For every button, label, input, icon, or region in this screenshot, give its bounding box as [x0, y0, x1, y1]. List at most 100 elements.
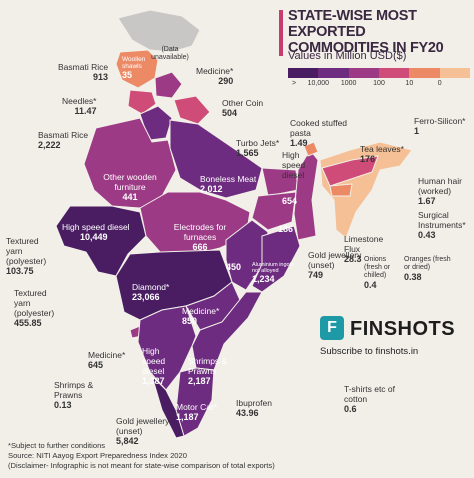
label-od-value: 1,234 [252, 274, 275, 284]
label-mh: Diamond* 23,066 [132, 282, 169, 302]
label-mz-value: 0.38 [404, 272, 422, 282]
label-hr: Basmati Rice 2,222 [38, 130, 88, 150]
color-legend: >10,000 1000 100 10 0 [288, 68, 470, 92]
label-kl-name: Gold jewellery (unset) [116, 416, 170, 436]
label-mh-name: Diamond* [132, 282, 170, 292]
label-goa: Medicine* 645 [88, 350, 125, 370]
label-ld-value: 0.13 [54, 400, 72, 410]
footnote-2: Source: NITI Aayog Export Preparedness I… [8, 451, 187, 460]
label-ar: Ferro-Silicon* 1 [414, 116, 466, 136]
label-ar-value: 1 [414, 126, 420, 136]
label-rj: Other wooden furniture 441 [98, 172, 162, 202]
label-tg-value: 850 [182, 316, 198, 326]
label-chd: Needles* 11.47 [62, 96, 97, 116]
label-rj-name: Other wooden furniture [103, 172, 157, 192]
legend-swatch [439, 68, 470, 78]
footnotes: *Subject to further conditions Source: N… [8, 441, 275, 471]
label-mp-value: 666 [192, 242, 208, 252]
region-meghalaya [329, 183, 353, 197]
label-ld-name: Shrimps & Prawns [54, 380, 94, 400]
label-hp-value: 290 [218, 76, 234, 86]
label-ap: Shrimps & Prawns 2,187 [188, 356, 230, 386]
label-ar-name: Ferro-Silicon* [414, 116, 466, 126]
region-kerala [151, 375, 185, 439]
legend-swatch [318, 68, 349, 78]
label-nl-value: 1.67 [418, 196, 436, 206]
region-chhattisgarh [225, 219, 269, 291]
region-jammu-kashmir [115, 49, 159, 89]
label-dl-name: Turbo Jets* [236, 138, 280, 148]
region-uttarakhand [173, 95, 211, 125]
legend-tick-label: 100 [373, 80, 385, 87]
region-karnataka [137, 305, 197, 391]
label-br-value: 186 [278, 224, 294, 234]
label-up-value: 2,012 [200, 184, 223, 194]
label-mp: Electrodes for furnaces 666 [168, 222, 232, 252]
label-tr-value: 0.4 [364, 280, 377, 290]
label-wb-value: 654 [282, 196, 298, 206]
label-gj-name: High speed diesel [62, 222, 130, 232]
label-tn: Motor Car* 1,187 [176, 402, 217, 422]
label-hr-value: 2,222 [38, 140, 61, 150]
legend-tick-label: 10 [405, 80, 414, 87]
label-dnh-value: 103.75 [6, 266, 34, 276]
label-wb-name: High speed diesel [282, 150, 306, 180]
label-ka-value: 1,387 [142, 376, 165, 386]
title-line-1: STATE-WISE MOST EXPORTED [288, 8, 417, 40]
ladakh-note: (Data unavailable) [151, 46, 189, 61]
legend-tick-label: 0 [437, 80, 442, 87]
region-andhra [191, 291, 263, 371]
brand-name: FINSHOTS [350, 318, 456, 340]
label-tg: Medicine* 850 [182, 306, 219, 326]
brand-tagline[interactable]: Subscribe to finshots.in [320, 346, 419, 357]
label-mn-name: Surgical Instruments* [418, 210, 466, 230]
label-goa-value: 645 [88, 360, 104, 370]
label-py: Ibuprofen 43.96 [236, 398, 272, 418]
region-jharkhand [251, 191, 297, 231]
label-as: Tea leaves* 176 [360, 144, 404, 164]
label-jk: Woollen shawls 35 [122, 56, 156, 80]
label-py-value: 43.96 [236, 408, 259, 418]
label-tn-name: Motor Car* [176, 402, 218, 412]
label-gj: High speed diesel 10,449 [62, 222, 130, 242]
footnote-3: (Disclaimer- Infographic is not meant fo… [8, 461, 275, 470]
label-dd-value: 455.85 [14, 318, 42, 328]
finshots-logo-icon: F [320, 316, 344, 340]
label-ml-value: 28.3 [344, 254, 362, 264]
label-ld: Shrimps & Prawns 0.13 [54, 380, 94, 410]
label-an: T-shirts etc of cotton 0.6 [344, 384, 396, 414]
label-tn-value: 1,187 [176, 412, 199, 422]
legend-tick-label: 10,000 [307, 80, 330, 87]
label-mp-name: Electrodes for furnaces [173, 222, 227, 242]
label-ut-value: 504 [222, 108, 238, 118]
legend-swatch [409, 68, 440, 78]
legend-swatch [288, 68, 319, 78]
label-gj-value: 10,449 [80, 232, 108, 242]
label-hr-name: Basmati Rice [38, 130, 89, 140]
label-nl: Human hair (worked) 1.67 [418, 176, 468, 206]
label-kl: Gold jewellery (unset) 5,842 [116, 416, 176, 446]
region-himachal [154, 71, 183, 99]
label-hp-name: Medicine* [196, 66, 234, 76]
label-jk-name: Woollen shawls [122, 56, 146, 70]
region-ladakh [117, 9, 201, 53]
label-dl-value: 1,565 [236, 148, 259, 158]
title-line-2: COMMODITIES IN FY20 [288, 40, 444, 56]
label-dnh-name: Textured yarn (polyester) [6, 236, 47, 266]
label-ka-name: High speed diesel [142, 346, 166, 376]
label-ap-name: Shrimps & Prawns [188, 356, 228, 376]
label-pb-name: Basmati Rice [58, 62, 109, 72]
label-wb: High speed diesel 654 [282, 150, 318, 206]
label-rj-value: 441 [122, 192, 138, 202]
label-dd: Textured yarn (polyester) 455.85 [14, 288, 64, 328]
label-jk-value: 35 [122, 70, 133, 80]
label-chd-name: Needles* [62, 96, 97, 106]
label-pb-value: 913 [93, 72, 109, 82]
legend-swatch [348, 68, 379, 78]
label-dd-name: Textured yarn (polyester) [14, 288, 55, 318]
label-chd-value: 11.47 [74, 106, 97, 116]
label-sk-value: 1.49 [290, 138, 308, 148]
chart-title: STATE-WISE MOST EXPORTED COMMODITIES IN … [288, 8, 470, 56]
